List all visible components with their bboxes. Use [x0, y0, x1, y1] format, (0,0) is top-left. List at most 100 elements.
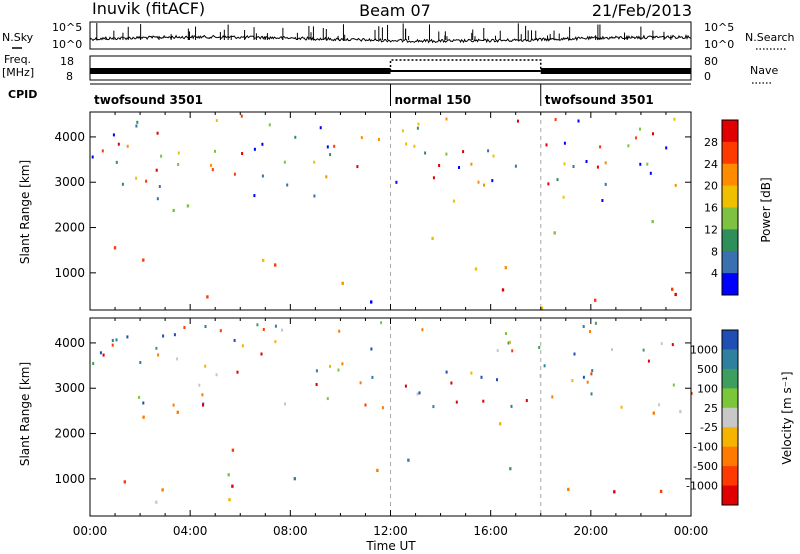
heatmap-cell — [496, 378, 498, 382]
heatmap-cell — [206, 295, 209, 299]
heatmap-cell — [551, 395, 554, 399]
heatmap-cell — [326, 145, 329, 149]
heatmap-cell — [562, 195, 565, 199]
heatmap-cell — [651, 220, 654, 224]
frequency-trace — [90, 59, 691, 74]
heatmap-cell — [649, 171, 652, 175]
heatmap-cell — [219, 329, 222, 333]
heatmap-cell — [91, 155, 94, 159]
heatmap-cell — [445, 117, 448, 121]
nave-label: Nave — [750, 64, 778, 77]
colorbar-swatch — [722, 273, 738, 296]
x-axis-title: Time UT — [365, 539, 416, 553]
colorbar-swatch — [722, 141, 738, 165]
colorbar-swatch — [722, 388, 738, 409]
heatmap-cell — [136, 120, 139, 124]
heatmap-cell — [591, 369, 594, 373]
heatmap-cell — [359, 381, 362, 385]
heatmap-cell — [111, 339, 114, 342]
colorbar-tick-label: 8 — [711, 245, 718, 258]
heatmap-cell — [545, 143, 548, 147]
heatmap-cell — [313, 194, 316, 198]
heatmap-cell — [371, 375, 374, 379]
heatmap-cell — [261, 174, 264, 178]
heatmap-cell — [337, 368, 340, 372]
heatmap-cell — [639, 127, 641, 131]
heatmap-cell — [115, 338, 118, 342]
heatmap-cell — [601, 199, 604, 202]
colorbar-swatch — [722, 163, 738, 187]
heatmap-cell — [329, 364, 331, 368]
heatmap-cell — [505, 332, 507, 336]
colorbar-swatch — [722, 427, 738, 448]
heatmap-cell — [590, 392, 593, 396]
colorbar-tick-label: 28 — [704, 136, 718, 149]
heatmap-cell — [416, 126, 419, 130]
heatmap-cell — [370, 347, 373, 351]
heatmap-cell — [262, 258, 265, 262]
heatmap-cell — [572, 165, 575, 168]
heatmap-cell — [474, 267, 478, 271]
heatmap-cell — [571, 379, 574, 383]
heatmap-cell — [395, 180, 398, 184]
heatmap-cell — [567, 487, 570, 491]
heatmap-cell — [470, 162, 473, 166]
heatmap-cell — [376, 468, 379, 472]
heatmap-cell — [477, 180, 480, 184]
colorbar-swatch — [722, 229, 738, 252]
heatmap-cell — [647, 359, 650, 363]
station-title: Inuvik (fitACF) — [92, 0, 205, 18]
heatmap-cell — [126, 144, 129, 148]
heatmap-cell — [599, 145, 602, 149]
heatmap-cell — [642, 348, 645, 352]
heatmap-cell — [135, 124, 138, 128]
heatmap-cell — [198, 383, 201, 387]
heatmap-cell — [325, 175, 328, 179]
heatmap-cell — [138, 395, 141, 399]
heatmap-cell — [262, 328, 265, 331]
heatmap-cell — [172, 208, 175, 213]
heatmap-cell — [160, 154, 163, 158]
heatmap-cell — [145, 179, 148, 183]
heatmap-cell — [341, 281, 344, 285]
heatmap-cell — [227, 473, 230, 477]
heatmap-cell — [407, 458, 410, 462]
colorbar-tick-label: 100 — [697, 382, 718, 395]
colorbar-tick-label: -500 — [693, 460, 718, 473]
heatmap-cell — [404, 384, 407, 388]
heatmap-cell — [665, 146, 668, 150]
heatmap-cell — [204, 364, 207, 368]
heatmap-cell — [261, 142, 264, 146]
date-label: 21/Feb/2013 — [592, 1, 692, 20]
heatmap-cell — [172, 403, 175, 407]
heatmap-cell — [679, 410, 682, 414]
heatmap-cell — [646, 162, 649, 166]
heatmap-cell — [341, 362, 344, 366]
heatmap-cell — [157, 353, 160, 357]
heatmap-cell — [293, 477, 296, 481]
heatmap-cell — [543, 364, 546, 368]
heatmap-cell — [155, 346, 158, 350]
heatmap-cell — [658, 403, 661, 407]
heatmap-cell — [202, 403, 204, 407]
heatmap-cell — [432, 405, 435, 409]
heatmap-cell — [652, 132, 654, 136]
heatmap-cell — [553, 231, 556, 235]
colorbar-tick-label: 12 — [704, 223, 718, 236]
heatmap-cell — [511, 349, 514, 353]
heatmap-cell — [156, 131, 159, 135]
freq-band-1 — [90, 68, 391, 74]
heatmap-cell — [509, 340, 511, 344]
power-colorbar-label: Power [dB] — [759, 177, 773, 242]
heatmap-cell — [596, 165, 599, 169]
heatmap-cell — [215, 119, 218, 122]
heatmap-cell — [613, 490, 616, 494]
heatmap-cell — [115, 160, 118, 164]
heatmap-cell — [260, 352, 263, 356]
heatmap-cell — [121, 182, 124, 186]
heatmap-cell — [652, 411, 655, 415]
heatmap-cell — [547, 182, 550, 186]
heatmap-cell — [573, 352, 576, 356]
heatmap-cell — [139, 361, 142, 364]
